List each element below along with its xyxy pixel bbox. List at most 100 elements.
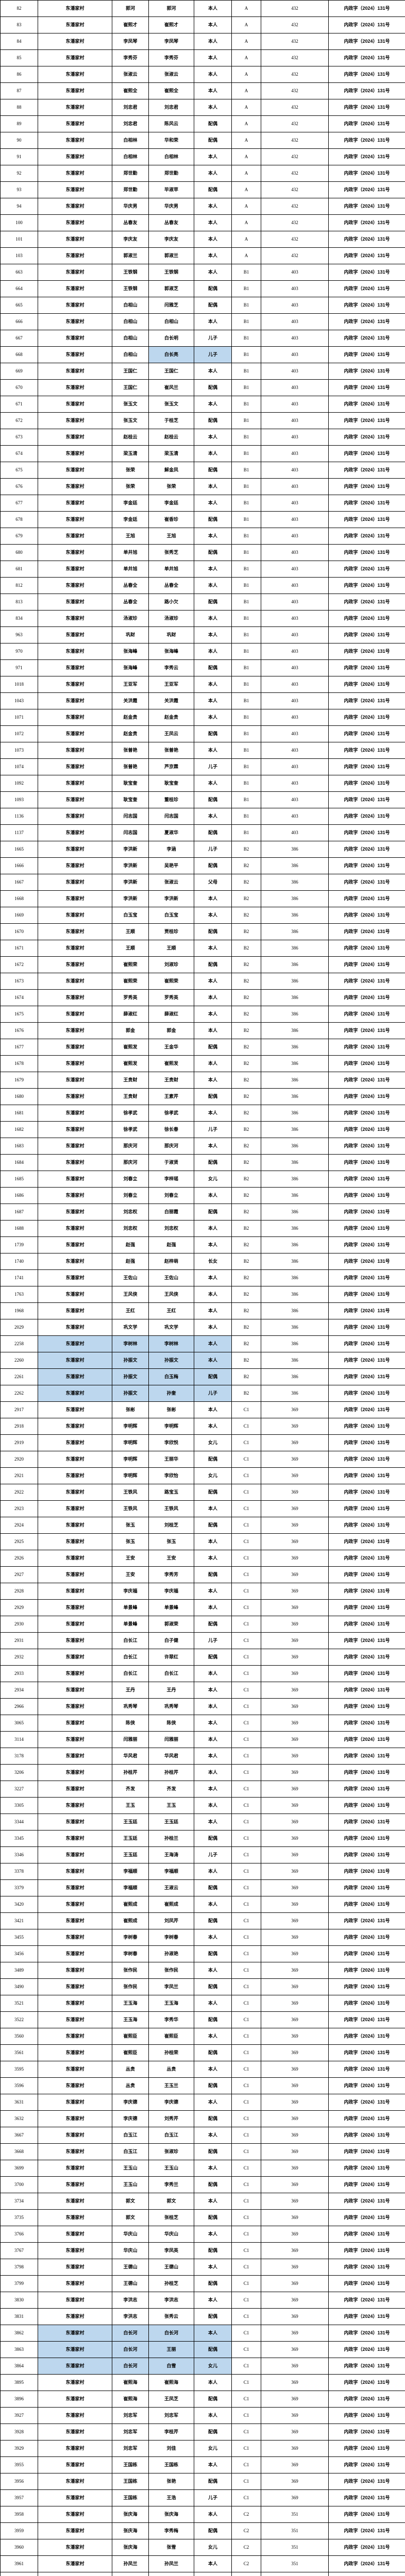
table-row[interactable]: 3346 东潘家村 王玉廷 王海涛 儿子 C1 369 内政字（2024）131号 (0, 1846, 405, 1863)
cell-relation[interactable]: 本人 (194, 264, 232, 281)
cell-doc-no[interactable]: 内政字（2024）131号 (328, 2522, 405, 2539)
cell-category[interactable]: B1 (231, 544, 261, 561)
cell-amount[interactable]: 351 (261, 2572, 329, 2576)
cell-village[interactable]: 东潘家村 (38, 478, 112, 495)
cell-relation[interactable]: 配偶 (194, 412, 232, 429)
cell-relation[interactable]: 配偶 (194, 462, 232, 479)
cell-index[interactable]: 3735 (0, 2209, 38, 2226)
cell-relation[interactable]: 配偶 (194, 2341, 232, 2358)
cell-name[interactable]: 张桂芝 (148, 2209, 194, 2226)
cell-amount[interactable]: 369 (261, 1962, 329, 1979)
cell-amount[interactable]: 369 (261, 1715, 329, 1732)
cell-name[interactable]: 解金凤 (148, 462, 194, 479)
cell-amount[interactable]: 369 (261, 2275, 329, 2292)
cell-household[interactable]: 李洪新 (112, 841, 149, 858)
cell-household[interactable]: 李洪新 (112, 890, 149, 907)
cell-name[interactable]: 李福顺 (148, 1863, 194, 1880)
cell-doc-no[interactable]: 内政字（2024）131号 (328, 1912, 405, 1929)
table-row[interactable]: 667 东潘家村 白相山 白长明 儿子 B1 403 内政字（2024）131号 (0, 330, 405, 347)
cell-category[interactable]: B1 (231, 412, 261, 429)
cell-village[interactable]: 东潘家村 (38, 1121, 112, 1138)
cell-index[interactable]: 2919 (0, 1434, 38, 1451)
table-row[interactable]: 2029 东潘家村 巩文学 巩文学 本人 B2 386 内政字（2024）131号 (0, 1319, 405, 1336)
cell-name[interactable]: 李金廷 (148, 495, 194, 512)
cell-category[interactable]: B2 (231, 857, 261, 874)
cell-name[interactable]: 白雪 (148, 2358, 194, 2375)
cell-index[interactable]: 665 (0, 297, 38, 314)
cell-name[interactable]: 李洪志 (148, 2292, 194, 2309)
table-row[interactable]: 2928 东潘家村 李庆福 李庆福 本人 C1 369 内政字（2024）131号 (0, 1583, 405, 1600)
cell-amount[interactable]: 386 (261, 1138, 329, 1155)
cell-village[interactable]: 东潘家村 (38, 181, 112, 198)
cell-category[interactable]: C1 (231, 2292, 261, 2309)
cell-household[interactable]: 赵金贵 (112, 709, 149, 726)
cell-village[interactable]: 东潘家村 (38, 445, 112, 462)
cell-amount[interactable]: 386 (261, 1253, 329, 1270)
cell-name[interactable]: 郭文 (148, 2193, 194, 2210)
cell-village[interactable]: 东潘家村 (38, 890, 112, 907)
table-row[interactable]: 88 东潘家村 刘忠君 刘忠君 本人 A 432 内政字（2024）131号 (0, 99, 405, 116)
cell-index[interactable]: 3632 (0, 2110, 38, 2127)
cell-village[interactable]: 东潘家村 (38, 1138, 112, 1155)
cell-category[interactable]: C2 (231, 2572, 261, 2576)
cell-index[interactable]: 2924 (0, 1517, 38, 1534)
cell-amount[interactable]: 432 (261, 231, 329, 248)
cell-category[interactable]: C1 (231, 1517, 261, 1534)
cell-amount[interactable]: 369 (261, 2424, 329, 2441)
cell-relation[interactable]: 本人 (194, 1401, 232, 1418)
cell-index[interactable]: 834 (0, 610, 38, 627)
cell-index[interactable]: 88 (0, 99, 38, 116)
cell-relation[interactable]: 本人 (194, 907, 232, 924)
cell-name[interactable]: 李树林 (148, 1335, 194, 1352)
cell-index[interactable]: 1686 (0, 1187, 38, 1204)
table-row[interactable]: 3958 东潘家村 张庆海 张庆海 本人 C2 351 内政字（2024）131号 (0, 2506, 405, 2523)
cell-relation[interactable]: 配偶 (194, 544, 232, 561)
cell-name[interactable]: 赵强 (148, 1236, 194, 1253)
cell-doc-no[interactable]: 内政字（2024）131号 (328, 2572, 405, 2576)
cell-name[interactable]: 王风侠 (148, 1286, 194, 1303)
cell-household[interactable]: 李金廷 (112, 511, 149, 528)
cell-name[interactable]: 白子健 (148, 1632, 194, 1649)
table-row[interactable]: 3420 东潘家村 崔熙成 崔熙成 本人 C1 369 内政字（2024）131号 (0, 1896, 405, 1913)
cell-household[interactable]: 孙振文 (112, 1385, 149, 1402)
cell-name[interactable]: 单井旭 (148, 561, 194, 578)
cell-category[interactable]: B1 (231, 824, 261, 841)
table-row[interactable]: 1968 东潘家村 王红 王红 本人 B2 386 内政字（2024）131号 (0, 1302, 405, 1319)
cell-relation[interactable]: 本人 (194, 1138, 232, 1155)
cell-category[interactable]: C1 (231, 1550, 261, 1567)
cell-amount[interactable]: 369 (261, 2077, 329, 2094)
table-row[interactable]: 3895 东潘家村 崔熙海 崔熙海 本人 C1 369 内政字（2024）131号 (0, 2374, 405, 2391)
cell-index[interactable]: 2921 (0, 1467, 38, 1484)
cell-category[interactable]: B2 (231, 989, 261, 1006)
cell-amount[interactable]: 403 (261, 379, 329, 396)
cell-household[interactable]: 刘忠权 (112, 1220, 149, 1237)
cell-category[interactable]: B2 (231, 1385, 261, 1402)
table-row[interactable]: 3065 东潘家村 陈侠 陈侠 本人 C1 369 内政字（2024）131号 (0, 1715, 405, 1732)
cell-relation[interactable]: 本人 (194, 49, 232, 66)
cell-household[interactable]: 李明辉 (112, 1451, 149, 1468)
cell-name[interactable]: 崔风兰 (148, 379, 194, 396)
cell-index[interactable]: 677 (0, 495, 38, 512)
cell-relation[interactable]: 配偶 (194, 2522, 232, 2539)
cell-relation[interactable]: 本人 (194, 1896, 232, 1913)
cell-category[interactable]: B2 (231, 1055, 261, 1072)
cell-relation[interactable]: 本人 (194, 2160, 232, 2177)
table-row[interactable]: 1665 东潘家村 李洪新 李涵 儿子 B2 386 内政字（2024）131号 (0, 841, 405, 858)
cell-index[interactable]: 2930 (0, 1616, 38, 1633)
cell-relation[interactable]: 儿子 (194, 330, 232, 347)
cell-relation[interactable]: 配偶 (194, 2209, 232, 2226)
cell-index[interactable]: 1676 (0, 1022, 38, 1039)
cell-village[interactable]: 东潘家村 (38, 2242, 112, 2259)
cell-doc-no[interactable]: 内政字（2024）131号 (328, 1814, 405, 1831)
cell-village[interactable]: 东潘家村 (38, 396, 112, 413)
cell-index[interactable]: 1682 (0, 1121, 38, 1138)
cell-index[interactable]: 2917 (0, 1401, 38, 1418)
cell-name[interactable]: 张秀云 (148, 2308, 194, 2325)
table-row[interactable]: 3927 东潘家村 刘忠军 刘忠军 本人 C1 369 内政字（2024）131号 (0, 2407, 405, 2424)
cell-amount[interactable]: 386 (261, 1171, 329, 1188)
cell-category[interactable]: C1 (231, 1434, 261, 1451)
cell-index[interactable]: 1678 (0, 1055, 38, 1072)
cell-household[interactable]: 王佐山 (112, 1269, 149, 1286)
cell-amount[interactable]: 369 (261, 1879, 329, 1896)
cell-amount[interactable]: 369 (261, 2473, 329, 2490)
